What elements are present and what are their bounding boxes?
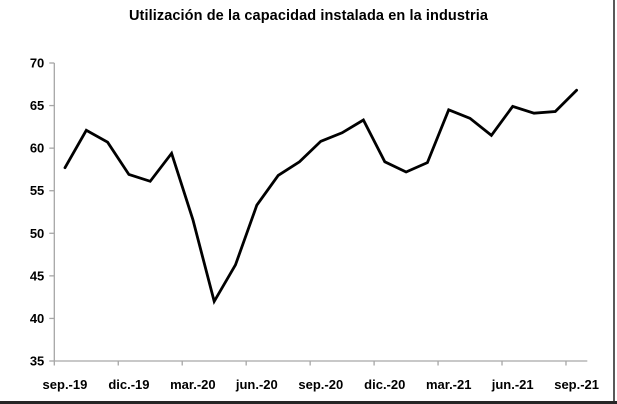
x-axis-tick-label: sep.-20: [298, 377, 343, 392]
x-axis-tick-label: jun.-21: [491, 377, 534, 392]
chart-title: Utilización de la capacidad instalada en…: [128, 8, 489, 24]
x-axis-tick-label: dic.-19: [108, 377, 149, 392]
y-axis-tick-label: 40: [30, 311, 44, 326]
axes: [53, 63, 588, 362]
x-axis-tick-label: sep.-19: [43, 377, 88, 392]
y-axis-tick-label: 50: [30, 226, 44, 241]
data-series-line: [63, 88, 578, 306]
y-axis-tick-label: 45: [30, 268, 44, 283]
x-axis-tick-label: mar.-20: [170, 377, 216, 392]
x-axis-tick-label: jun.-20: [235, 377, 278, 392]
x-axis-tick-label: dic.-20: [364, 377, 405, 392]
y-axis-tick-label: 60: [30, 141, 44, 156]
y-axis-tick-label: 35: [30, 354, 44, 369]
x-axis-tick-label: mar.-21: [426, 377, 472, 392]
y-axis-tick-label: 55: [30, 183, 44, 198]
y-axis-tick-label: 70: [30, 56, 44, 71]
frame-bottom-border: [0, 401, 617, 404]
x-axis-tick-label: sep.-21: [554, 377, 599, 392]
y-axis-tick-label: 65: [30, 98, 44, 113]
frame-right-border: [613, 0, 615, 404]
